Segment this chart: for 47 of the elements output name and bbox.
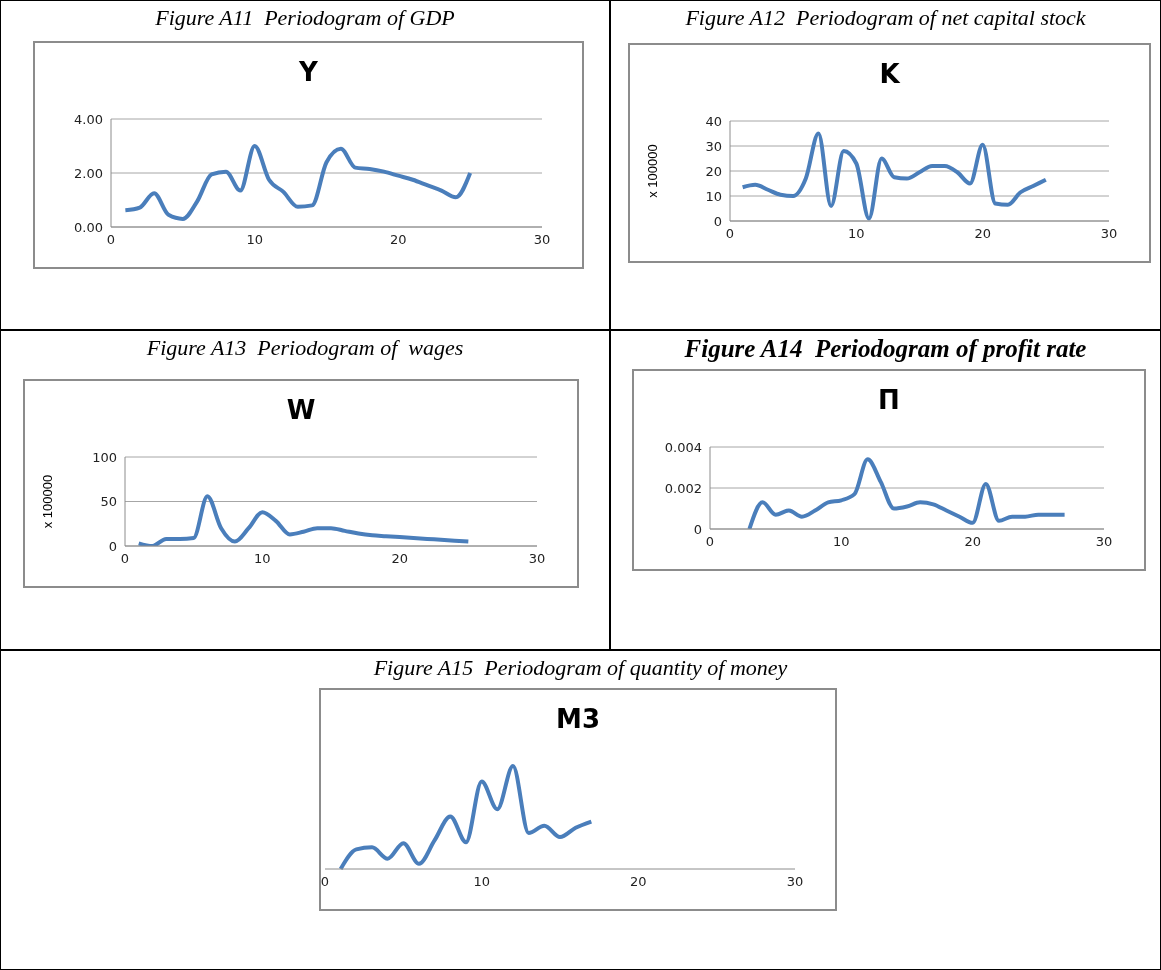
- chart-title: Figure A14 Periodogram of profit rate: [683, 335, 1088, 363]
- x-tick-label: 30: [528, 551, 546, 567]
- y-tick-label: 10: [705, 188, 722, 204]
- line-series: [740, 131, 1048, 221]
- x-tick-label: 20: [390, 232, 407, 248]
- x-tick-label: 30: [786, 874, 804, 890]
- y-tick-label: 4.00: [74, 111, 103, 127]
- x-tick-label: 20: [974, 226, 991, 242]
- line-series: [747, 457, 1067, 529]
- chart-subtitle: M3: [555, 704, 601, 734]
- x-tick-label: 10: [254, 551, 271, 567]
- chart-subtitle: K: [878, 59, 901, 89]
- line-series: [123, 144, 473, 221]
- chart-subtitle: W: [285, 395, 317, 425]
- x-tick-label: 20: [391, 551, 408, 567]
- x-tick-label: 30: [1095, 534, 1113, 550]
- y-tick-label: 0.004: [664, 439, 702, 455]
- y-tick-label: 50: [100, 494, 117, 510]
- chart-title: Figure A12 Periodogram of net capital stock: [684, 5, 1087, 31]
- x-tick-label: 20: [964, 534, 981, 550]
- line-series: [136, 494, 471, 546]
- x-tick-label: 10: [473, 874, 490, 890]
- y-tick-label: 100: [92, 449, 117, 465]
- y-tick-label: 0: [693, 521, 702, 537]
- chart-title: Figure A11 Periodogram of GDP: [154, 5, 456, 31]
- y-tick-label: 40: [705, 113, 722, 129]
- chart-subtitle: Π: [877, 385, 901, 415]
- y-tick-label: 20: [705, 163, 722, 179]
- chart-title: Figure A13 Periodogram of wages: [145, 335, 465, 361]
- y-axis-title: x 100000: [39, 474, 55, 529]
- y-tick-label: 30: [705, 138, 722, 154]
- chart-subtitle: Y: [298, 57, 319, 87]
- y-tick-label: 0.00: [74, 219, 103, 235]
- chart-title: Figure A15 Periodogram of quantity of money: [372, 655, 789, 681]
- x-tick-label: 0: [320, 874, 330, 890]
- x-tick-label: 20: [630, 874, 647, 890]
- y-tick-label: 2.00: [74, 165, 103, 181]
- y-axis-title: x 100000: [644, 144, 660, 198]
- y-tick-label: 0.002: [664, 480, 702, 496]
- x-tick-label: 0: [725, 226, 735, 242]
- y-tick-label: 0: [713, 213, 722, 229]
- x-tick-label: 10: [833, 534, 850, 550]
- x-tick-label: 10: [848, 226, 865, 242]
- x-tick-label: 30: [533, 232, 551, 248]
- x-tick-label: 30: [1100, 226, 1118, 242]
- x-tick-label: 10: [246, 232, 263, 248]
- x-tick-label: 0: [120, 551, 130, 567]
